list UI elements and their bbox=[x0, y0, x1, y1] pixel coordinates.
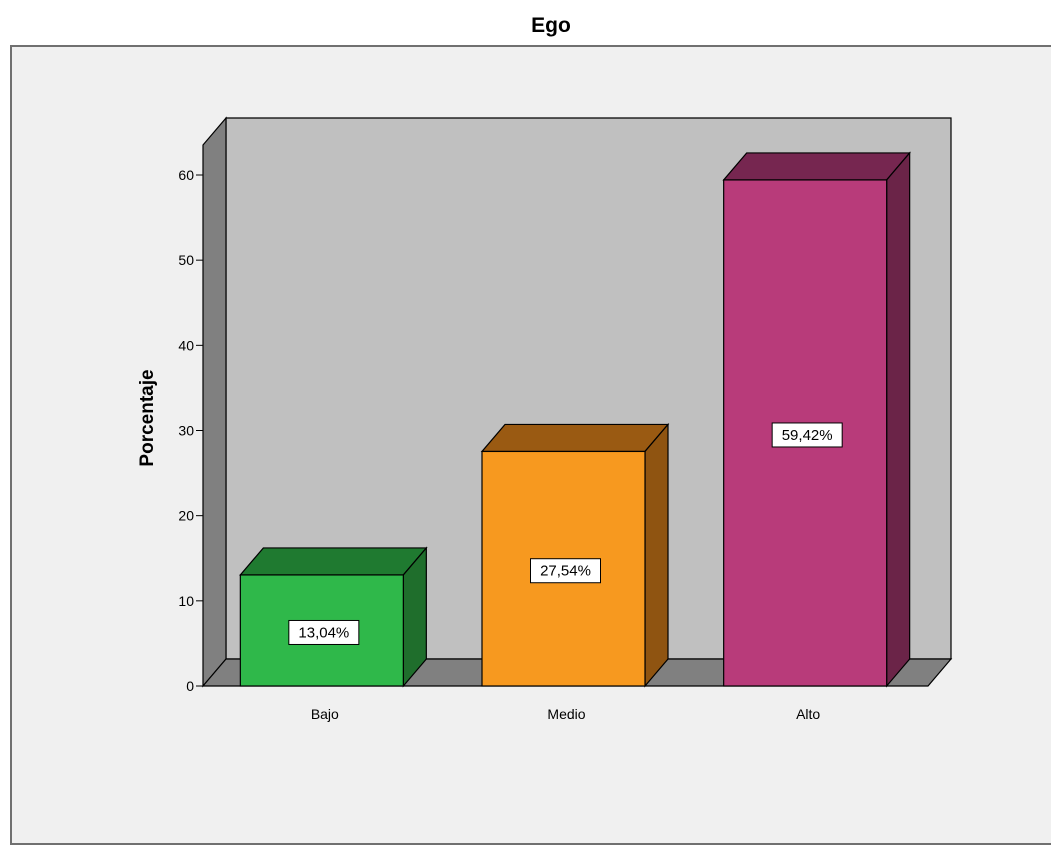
bar-front bbox=[481, 450, 646, 687]
bar-side bbox=[886, 151, 911, 688]
y-tick-label: 20 bbox=[178, 508, 194, 524]
bar-top bbox=[239, 547, 428, 576]
y-tick-label: 40 bbox=[178, 337, 194, 353]
data-label-box bbox=[530, 558, 601, 584]
y-tick-label: 10 bbox=[178, 593, 194, 609]
bars: 13,04% 27,54% 59,42% bbox=[239, 151, 911, 688]
bar-alto: 59,42% bbox=[722, 151, 911, 688]
category-label: Alto bbox=[796, 706, 820, 722]
bar-top bbox=[480, 423, 670, 453]
data-label-box bbox=[288, 619, 360, 645]
y-axis: 0 10 20 30 40 50 60 bbox=[178, 147, 204, 694]
category-label: Bajo bbox=[311, 706, 339, 722]
y-tick-label: 30 bbox=[178, 423, 194, 439]
bar-bajo: 13,04% bbox=[239, 546, 428, 688]
category-labels: Bajo Medio Alto bbox=[311, 706, 821, 722]
bar-medio: 27,54% bbox=[480, 422, 670, 688]
category-label: Medio bbox=[547, 706, 585, 722]
bar-top bbox=[722, 152, 911, 181]
chart-title: Ego bbox=[531, 14, 571, 37]
data-label: 59,42% bbox=[782, 427, 833, 444]
y-tick-label: 60 bbox=[178, 167, 194, 183]
y-tick-label: 0 bbox=[186, 678, 194, 694]
data-label: 27,54% bbox=[540, 563, 591, 580]
y-axis-title: Porcentaje bbox=[137, 369, 158, 466]
bar-side bbox=[644, 422, 669, 688]
data-label-box bbox=[771, 422, 843, 448]
side-wall bbox=[202, 116, 227, 688]
data-label: 13,04% bbox=[298, 624, 349, 641]
y-tick-label: 50 bbox=[178, 252, 194, 268]
